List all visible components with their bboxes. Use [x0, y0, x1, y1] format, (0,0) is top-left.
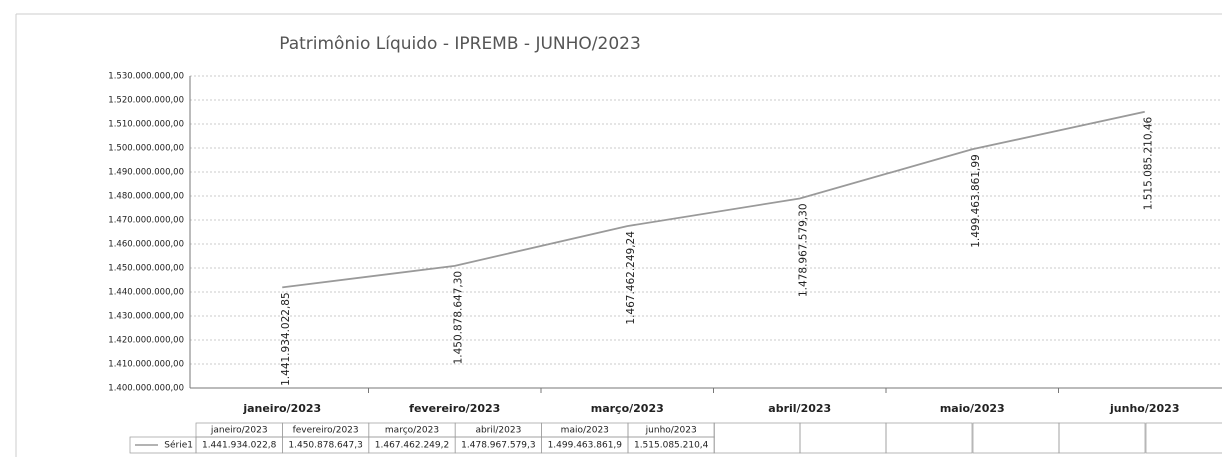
- y-tick-label: 1.480.000.000,00: [108, 192, 184, 202]
- table-header: abril/2023: [475, 426, 521, 436]
- y-tick-label: 1.500.000.000,00: [108, 144, 184, 154]
- y-tick-label: 1.460.000.000,00: [108, 240, 184, 250]
- data-label: 1.441.934.022,85: [280, 292, 292, 386]
- chart-title: Patrimônio Líquido - IPREMB - JUNHO/2023: [279, 34, 641, 54]
- table-value: 1.515.085.210,4: [634, 441, 709, 451]
- y-tick-label: 1.530.000.000,00: [108, 72, 184, 82]
- table-value: 1.450.878.647,3: [288, 441, 362, 451]
- x-tick-label: março/2023: [591, 402, 664, 415]
- table-value: 1.499.463.861,9: [548, 441, 623, 451]
- table-value: 1.478.967.579,3: [461, 441, 535, 451]
- y-tick-label: 1.400.000.000,00: [108, 384, 184, 394]
- table-cell: [1145, 422, 1222, 454]
- table-cell: [627, 436, 715, 454]
- x-tick-label: junho/2023: [1109, 402, 1179, 415]
- y-tick-label: 1.430.000.000,00: [108, 312, 184, 322]
- data-label: 1.450.878.647,30: [453, 271, 465, 365]
- y-tick-label: 1.510.000.000,00: [108, 120, 184, 130]
- data-label: 1.515.085.210,46: [1143, 116, 1155, 210]
- table-header: março/2023: [385, 426, 439, 436]
- table-header: fevereiro/2023: [293, 426, 359, 436]
- table-cell: [972, 422, 1060, 454]
- x-tick-label: janeiro/2023: [242, 402, 321, 415]
- y-tick-label: 1.440.000.000,00: [108, 288, 184, 298]
- table-cell: [885, 422, 973, 454]
- x-tick-label: abril/2023: [768, 402, 831, 415]
- y-tick-label: 1.490.000.000,00: [108, 168, 184, 178]
- y-tick-label: 1.470.000.000,00: [108, 216, 184, 226]
- data-label: 1.478.967.579,30: [798, 203, 810, 297]
- table-value: 1.441.934.022,8: [202, 441, 277, 451]
- table-cell: [713, 422, 801, 454]
- data-label: 1.499.463.861,99: [970, 154, 982, 248]
- table-cell: [799, 422, 887, 454]
- table-header: janeiro/2023: [210, 426, 268, 436]
- legend-label: Série1: [164, 440, 193, 451]
- table-value: 1.467.462.249,2: [375, 441, 449, 451]
- x-tick-label: fevereiro/2023: [409, 402, 500, 415]
- x-tick-label: maio/2023: [940, 402, 1005, 415]
- y-tick-label: 1.420.000.000,00: [108, 336, 184, 346]
- table-header: maio/2023: [561, 426, 609, 436]
- y-tick-label: 1.520.000.000,00: [108, 96, 184, 106]
- table-header: junho/2023: [645, 426, 697, 436]
- y-tick-label: 1.450.000.000,00: [108, 264, 184, 274]
- data-label: 1.467.462.249,24: [625, 231, 637, 325]
- y-tick-label: 1.410.000.000,00: [108, 360, 184, 370]
- table-cell: [1058, 422, 1146, 454]
- series-line: [282, 110, 1145, 289]
